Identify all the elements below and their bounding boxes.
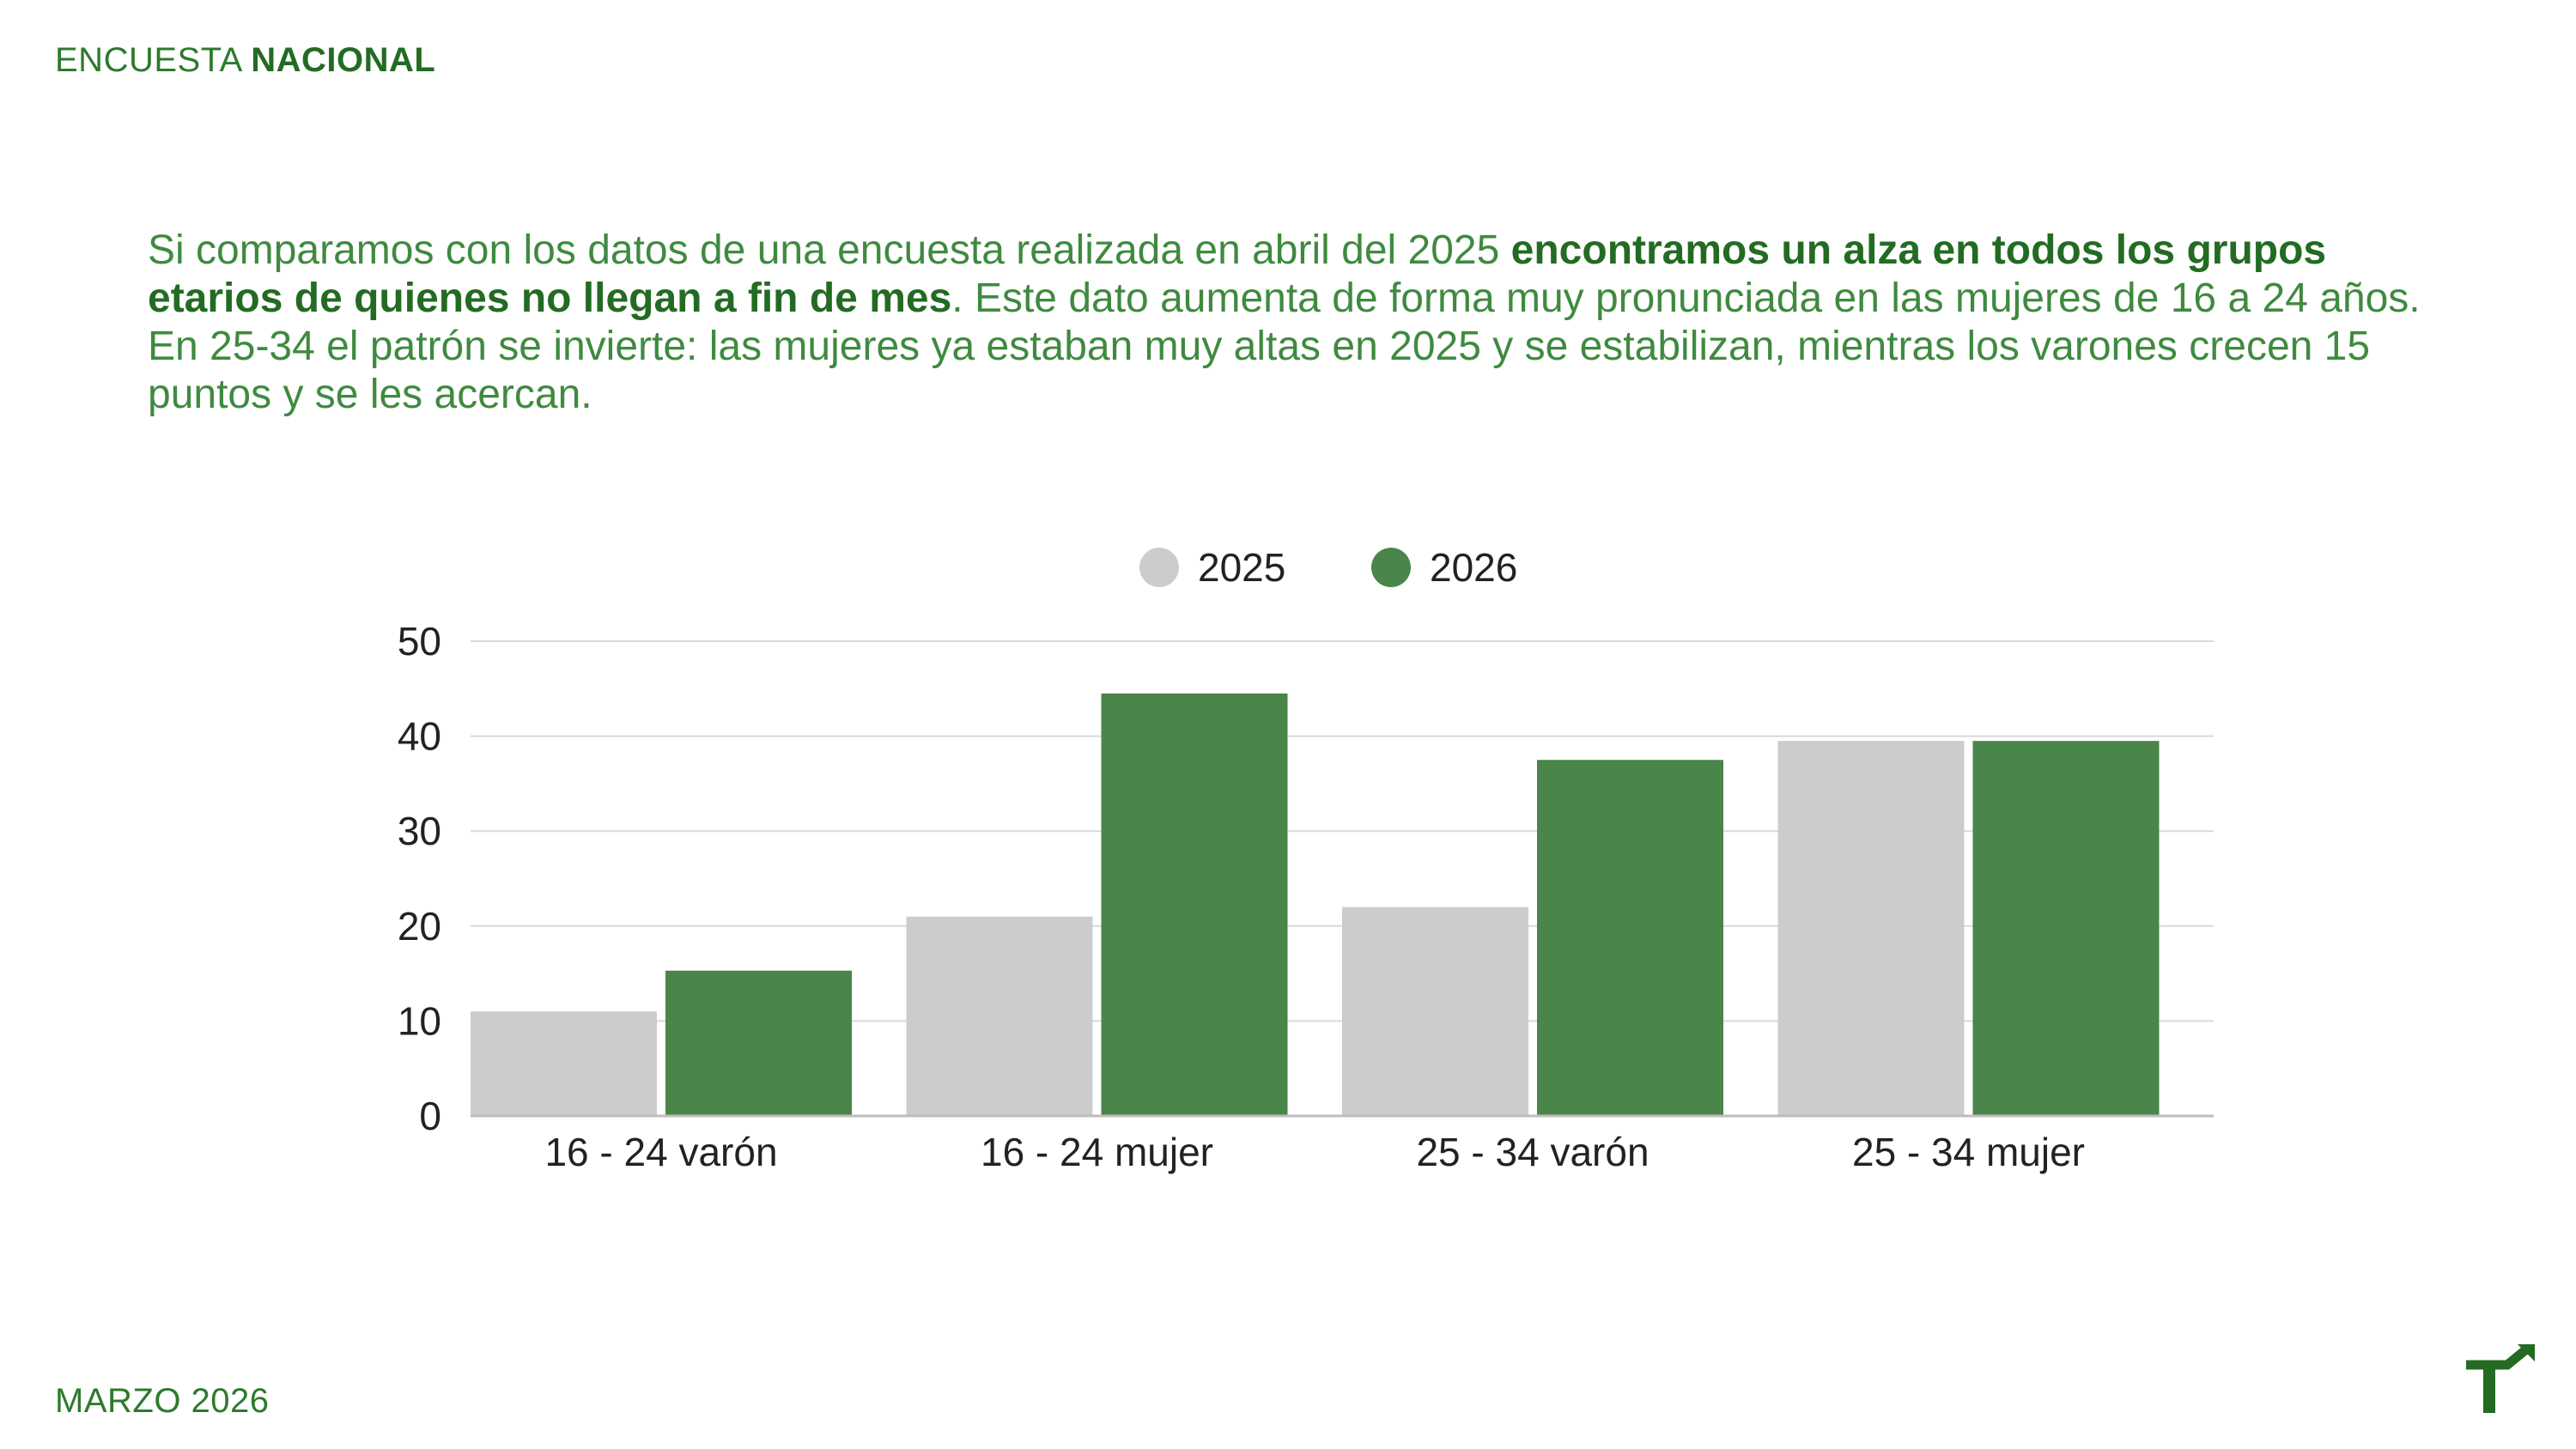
x-tick-label: 25 - 34 mujer [1852, 1130, 2085, 1174]
footer-date: MARZO 2026 [55, 1382, 270, 1420]
summary-paragraph: Si comparamos con los datos de una encue… [148, 227, 2466, 419]
bar-2025 [906, 916, 1093, 1116]
legend-label: 2025 [1198, 545, 1285, 590]
bar-2026 [1101, 693, 1288, 1116]
x-tick-label: 16 - 24 mujer [981, 1130, 1213, 1174]
y-tick-label: 20 [398, 904, 441, 949]
paragraph-text-end: . Este dato aumenta de forma muy pronunc… [148, 276, 2421, 417]
x-tick-label: 16 - 24 varón [544, 1130, 777, 1174]
section-header: ENCUESTA NACIONAL [55, 41, 435, 80]
x-tick-label: 25 - 34 varón [1416, 1130, 1649, 1174]
legend-label: 2026 [1430, 545, 1517, 590]
bar-2026 [1972, 741, 2160, 1116]
bar-2026 [1537, 760, 1723, 1116]
t-arrow-logo-icon [2463, 1344, 2535, 1421]
bar-2025 [1777, 741, 1965, 1116]
y-tick-label: 40 [398, 714, 441, 759]
y-tick-label: 0 [419, 1094, 441, 1138]
paragraph-text-start: Si comparamos con los datos de una encue… [148, 227, 1511, 273]
legend-swatch-2025 [1139, 548, 1179, 587]
bar-2025 [471, 1011, 657, 1116]
y-tick-label: 50 [398, 619, 441, 664]
paragraph-highlight: encontramos un alza en todos los grupos … [148, 227, 2327, 321]
legend-swatch-2026 [1371, 548, 1411, 587]
header-prefix: ENCUESTA [55, 41, 241, 79]
y-tick-label: 30 [398, 809, 441, 853]
bar-2025 [1342, 906, 1528, 1116]
y-tick-label: 10 [398, 998, 441, 1043]
bar-2026 [665, 970, 852, 1116]
header-highlight: NACIONAL [251, 41, 436, 79]
